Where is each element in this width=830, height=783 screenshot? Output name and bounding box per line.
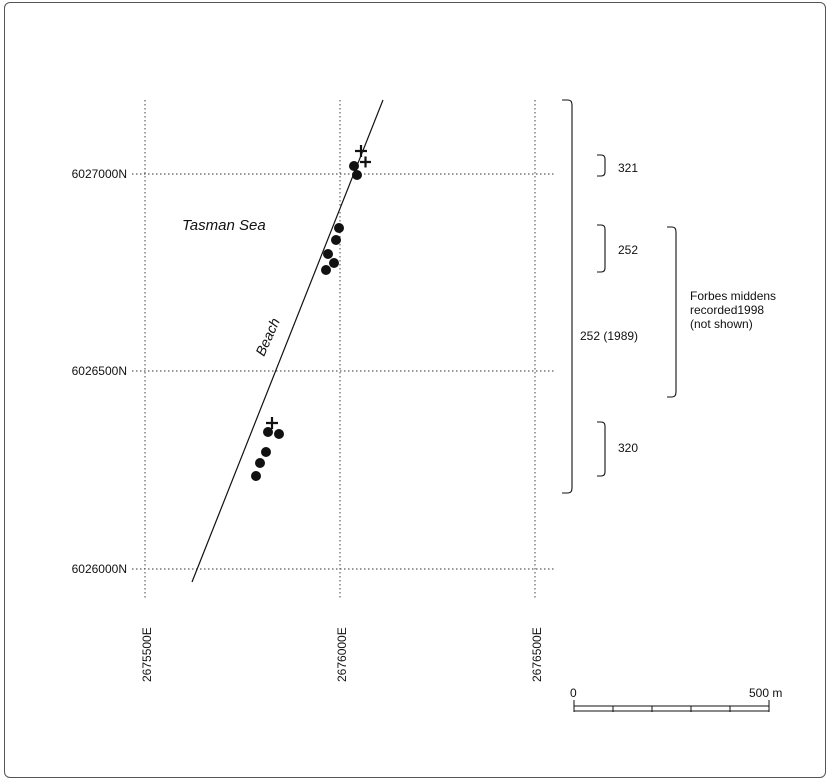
site-group-south [251,417,284,481]
forbes-line-2: recorded1998 [690,303,764,317]
scale-bar-body [573,705,770,712]
group-label-252: 252 [618,243,638,257]
bracket-252-1989 [562,99,573,494]
midden-dot [323,249,333,259]
midden-dot [334,223,344,233]
northing-label: 6026000N [72,562,127,576]
cross-marker [355,145,367,157]
bracket-252 [597,224,606,273]
easting-label: 2676500E [530,627,544,682]
beach-line [191,99,384,583]
midden-dot [251,471,261,481]
scale-bar: 0 500 m [570,686,782,712]
midden-dot [331,235,341,245]
scale-end-label: 500 m [749,686,782,700]
bracket-forbes [667,226,677,398]
cross-marker [360,156,371,168]
forbes-note: Forbes middens recorded1998 (not shown) [690,289,779,331]
beach-label: Beach [252,315,283,358]
midden-dot [274,429,284,439]
forbes-line-3: (not shown) [690,317,753,331]
scale-start-label: 0 [570,686,577,700]
site-group-north [321,145,371,275]
midden-dot [329,258,339,268]
midden-dot [263,427,273,437]
bracket-321 [597,154,606,177]
grid [132,100,555,598]
easting-label: 2676000E [335,627,349,682]
midden-dot [261,447,271,457]
cross-marker [266,417,278,429]
easting-label: 2675500E [140,627,154,682]
group-label-321: 321 [618,161,638,175]
forbes-line-1: Forbes middens [690,289,776,303]
figure-frame [4,2,826,778]
group-label-320: 320 [618,441,638,455]
midden-dot [352,170,362,180]
northing-label: 6027000N [72,167,127,181]
midden-dot [255,458,265,468]
northing-label: 6026500N [72,364,127,378]
midden-dot [321,265,331,275]
bracket-320 [597,421,606,477]
midden-dot [349,161,359,171]
span-label: 252 (1989) [580,329,638,343]
sea-label: Tasman Sea [182,217,266,234]
